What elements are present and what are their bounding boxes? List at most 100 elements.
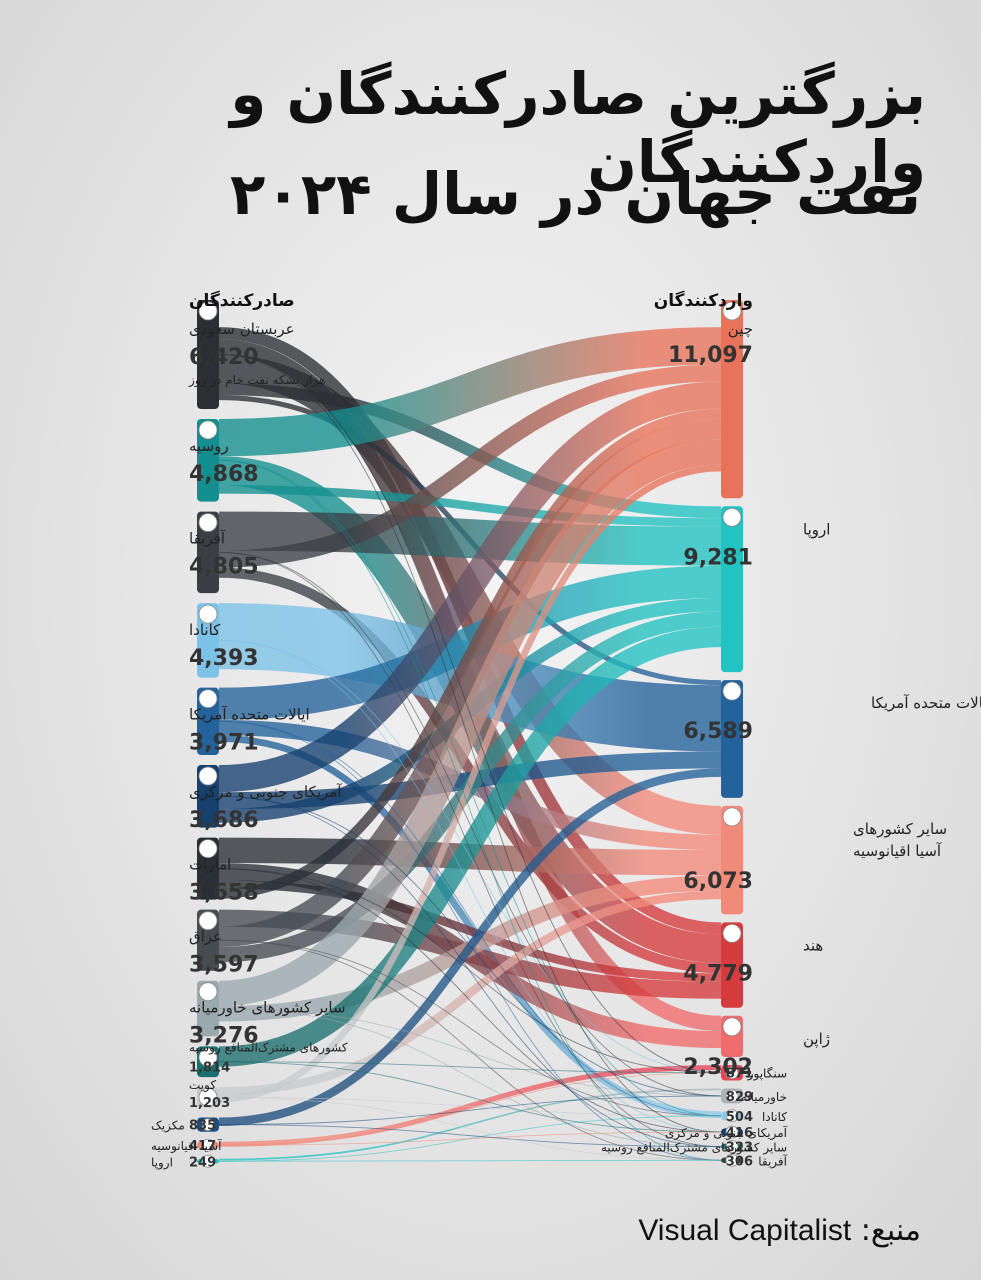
flow-band	[218, 511, 722, 566]
flow-layer	[218, 300, 722, 1162]
flow-thread	[218, 1096, 722, 1117]
flow-thread	[218, 795, 722, 1148]
importer-value: 323	[726, 1141, 753, 1156]
exporter-value: 3,276	[189, 1024, 259, 1049]
canada-flag-icon	[725, 1109, 739, 1123]
flow-band	[218, 485, 722, 527]
flow-band	[218, 1088, 722, 1161]
importer-node-0	[721, 300, 743, 499]
flow-thread	[218, 354, 722, 1074]
flow-band	[218, 364, 722, 568]
importer-value: 871	[726, 1067, 753, 1082]
exporter-value: 6,420	[189, 345, 259, 370]
flow-thread	[218, 720, 722, 1117]
exporter-name: سایر کشورهای خاورمیانه	[189, 999, 346, 1017]
exporter-name: عربستان سعودی	[189, 320, 295, 338]
label-layer: صادرکنندگان واردکنندگان عربستان سعودی 6,420…	[151, 290, 981, 1170]
middle-east-globe-icon	[198, 982, 218, 1002]
south-america-globe-icon	[725, 1125, 739, 1139]
importer-name: هند	[803, 936, 823, 954]
flow-thread	[218, 1096, 722, 1161]
importer-name: ایالات متحده آمریکا	[871, 694, 981, 712]
flow-thread	[218, 551, 722, 1097]
exporter-value: 417	[189, 1139, 216, 1154]
flow-thread	[218, 939, 722, 1161]
exporter-name: کشورهای مشترک‌المنافع روسیه	[189, 1040, 348, 1055]
importer-value: 504	[726, 1110, 753, 1125]
exporter-value: 1,814	[189, 1060, 230, 1075]
asia-pacific-globe-icon	[201, 1138, 215, 1152]
flow-band	[218, 439, 722, 1007]
exporter-name: آسیا اقیانوسیه	[151, 1138, 222, 1154]
flow-band	[218, 418, 722, 948]
exporter-value: 1,203	[189, 1096, 230, 1111]
exporter-name: عراق	[189, 928, 222, 946]
flow-band	[218, 890, 722, 1096]
flow-band	[218, 327, 722, 457]
flow-thread	[218, 1131, 722, 1146]
flow-thread	[218, 1124, 722, 1148]
canada-flag-icon	[198, 604, 218, 624]
importer-name: سنگاپور	[747, 1067, 787, 1082]
exporter-name: آمریکای جنوبی و مرکزی	[189, 783, 342, 801]
india-flag-icon	[722, 924, 742, 943]
exporter-node-3	[197, 603, 219, 678]
flow-thread	[218, 639, 722, 1074]
importer-name: ژاپن	[803, 1030, 830, 1049]
asia-pacific-globe-icon	[722, 807, 742, 827]
exporters-heading: صادرکنندگان	[189, 290, 295, 311]
importer-value: 4,779	[683, 961, 753, 986]
china-flag-icon	[722, 301, 742, 321]
africa-globe-icon	[725, 1153, 739, 1167]
importer-node-1	[721, 506, 743, 673]
uae-flag-icon	[198, 839, 218, 859]
exporter-name: کانادا	[189, 621, 221, 639]
exporter-value: 835	[189, 1119, 216, 1134]
importer-name: سایر کشورهای مشترک‌المنافع روسیه	[601, 1141, 787, 1156]
flow-band	[218, 626, 722, 1067]
flow-thread	[218, 1061, 722, 1074]
usa-flag-icon	[722, 681, 742, 701]
flow-thread	[218, 720, 722, 1161]
exporter-name: آفریقا	[189, 530, 226, 548]
importers-heading: واردکنندگان	[654, 290, 753, 311]
exporter-name: کویت	[189, 1078, 216, 1093]
cis-emblem-icon	[198, 1047, 218, 1067]
exporter-node-0	[197, 300, 219, 409]
importer-name: کانادا	[762, 1110, 787, 1124]
importer-name: چین	[728, 320, 753, 338]
cis-emblem-icon	[725, 1140, 739, 1154]
flow-thread	[218, 1072, 722, 1146]
importer-name-line: سایر کشورهای	[853, 820, 947, 838]
flow-thread	[218, 868, 722, 1133]
importer-name: سایر کشورهای آسیا اقیانوسیه	[853, 820, 947, 860]
importer-name: خاورمیانه	[741, 1090, 787, 1105]
flow-thread	[218, 1159, 722, 1162]
importer-name: اروپا	[803, 520, 830, 539]
flow-band	[218, 408, 722, 899]
flow-band	[218, 381, 722, 793]
flow-band	[218, 880, 722, 982]
eu-flag-icon	[201, 1154, 215, 1168]
title-line-2: نفت جهان در سال ۲۰۲۴	[230, 160, 921, 228]
exporter-name: مکزیک	[151, 1119, 185, 1134]
source-name: Visual Capitalist	[638, 1214, 852, 1247]
title-line-1: بزرگترین صادرکنندگان و واردکنندگان	[230, 60, 927, 196]
flow-thread	[218, 459, 722, 1117]
importer-node-2	[721, 680, 743, 798]
importer-value: 11,097	[668, 343, 753, 368]
flow-thread	[218, 1008, 722, 1148]
importer-value: 306	[726, 1154, 753, 1169]
unit-note: هزار بشکه نفت خام در روز	[188, 373, 325, 388]
importer-name-line: آسیا اقیانوسیه	[853, 842, 942, 860]
exporter-name: روسیه	[189, 437, 229, 455]
source-label: منبع:	[860, 1213, 921, 1248]
importer-name: آمریکای جنوبی و مرکزی	[665, 1125, 788, 1141]
saudi-flag-icon	[198, 301, 218, 321]
importer-value: 416	[726, 1126, 753, 1141]
russia-flag-icon	[198, 420, 218, 440]
source-credit: منبع: Visual Capitalist	[0, 1213, 921, 1248]
iraq-flag-icon	[198, 911, 218, 931]
importer-value: 829	[726, 1090, 753, 1105]
flow-band	[218, 768, 722, 1127]
